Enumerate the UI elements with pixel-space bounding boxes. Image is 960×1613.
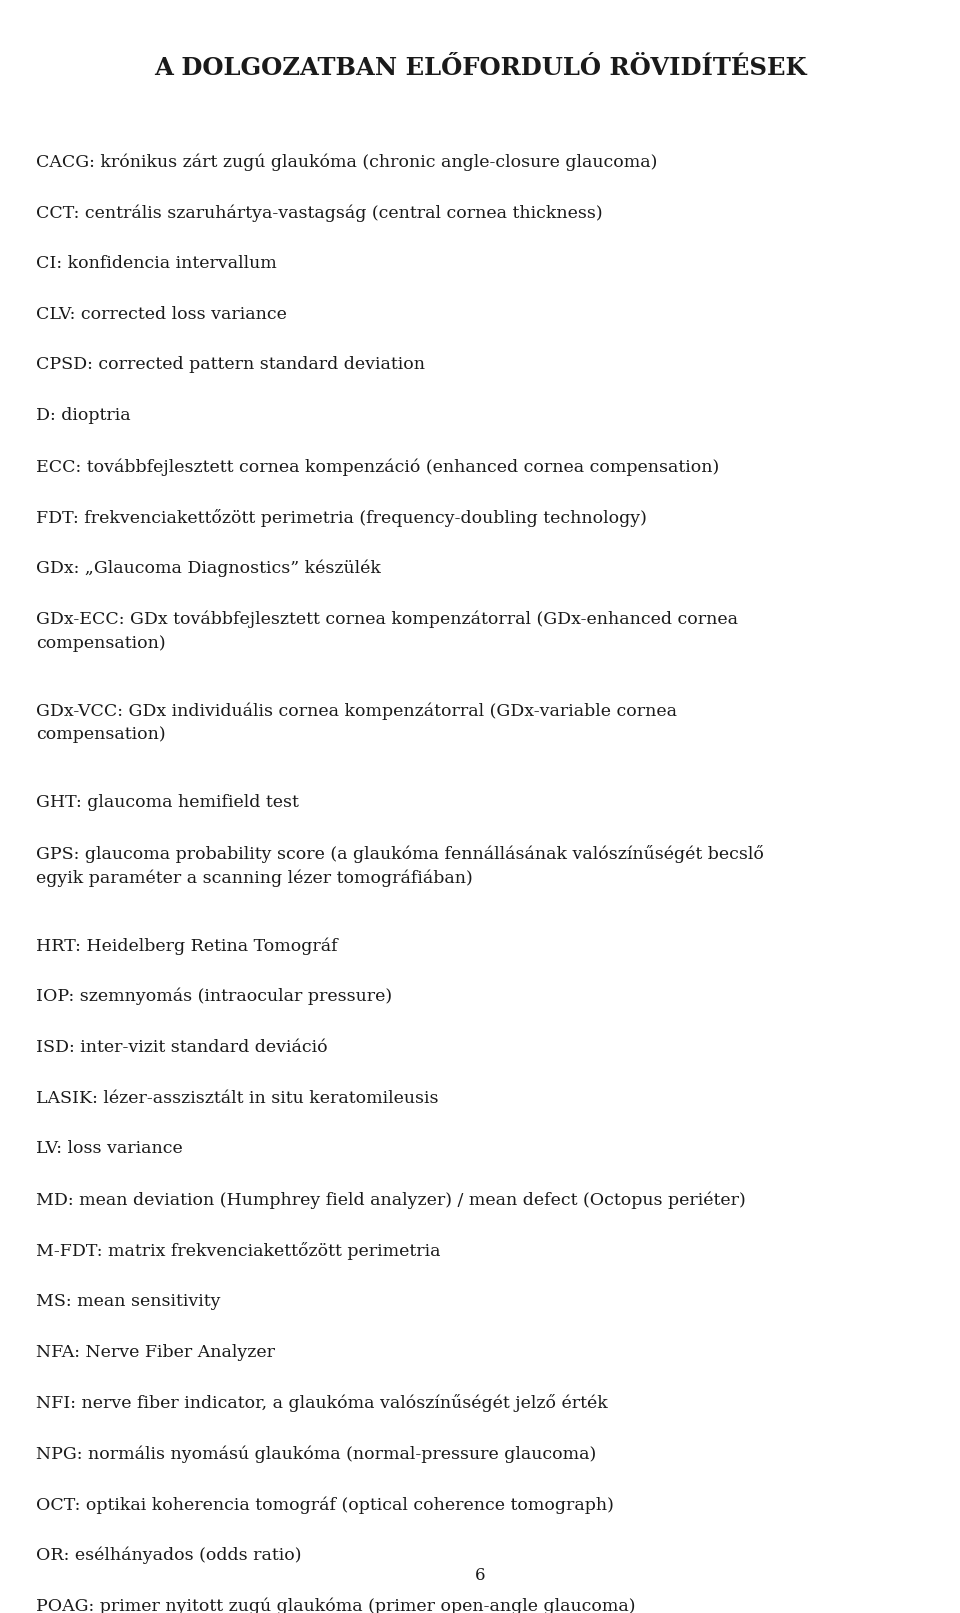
Text: CI: konfidencia intervallum: CI: konfidencia intervallum xyxy=(36,255,277,273)
Text: GDx-VCC: GDx individuális cornea kompenzátorral (GDx-variable cornea
compensatio: GDx-VCC: GDx individuális cornea kompenz… xyxy=(36,702,678,744)
Text: MD: mean deviation (Humphrey field analyzer) / mean defect (Octopus periéter): MD: mean deviation (Humphrey field analy… xyxy=(36,1190,746,1208)
Text: NFA: Nerve Fiber Analyzer: NFA: Nerve Fiber Analyzer xyxy=(36,1344,276,1361)
Text: GDx-ECC: GDx továbbfejlesztett cornea kompenzátorral (GDx-enhanced cornea
compen: GDx-ECC: GDx továbbfejlesztett cornea ko… xyxy=(36,610,738,652)
Text: OCT: optikai koherencia tomográf (optical coherence tomograph): OCT: optikai koherencia tomográf (optica… xyxy=(36,1495,614,1513)
Text: LASIK: lézer-asszisztált in situ keratomileusis: LASIK: lézer-asszisztált in situ keratom… xyxy=(36,1089,439,1107)
Text: D: dioptria: D: dioptria xyxy=(36,406,132,424)
Text: GHT: glaucoma hemifield test: GHT: glaucoma hemifield test xyxy=(36,794,300,811)
Text: A DOLGOZATBAN ELŐFORDULÓ RÖVIDÍTÉSEK: A DOLGOZATBAN ELŐFORDULÓ RÖVIDÍTÉSEK xyxy=(154,56,806,81)
Text: GPS: glaucoma probability score (a glaukóma fennállásának valószínűségét becslő
: GPS: glaucoma probability score (a glauk… xyxy=(36,845,764,887)
Text: CACG: krónikus zárt zugú glaukóma (chronic angle-closure glaucoma): CACG: krónikus zárt zugú glaukóma (chron… xyxy=(36,153,658,171)
Text: GDx: „Glaucoma Diagnostics” készülék: GDx: „Glaucoma Diagnostics” készülék xyxy=(36,560,381,577)
Text: HRT: Heidelberg Retina Tomográf: HRT: Heidelberg Retina Tomográf xyxy=(36,937,338,955)
Text: NFI: nerve fiber indicator, a glaukóma valószínűségét jelző érték: NFI: nerve fiber indicator, a glaukóma v… xyxy=(36,1394,609,1413)
Text: IOP: szemnyomás (intraocular pressure): IOP: szemnyomás (intraocular pressure) xyxy=(36,987,393,1005)
Text: CCT: centrális szaruhártya-vastagság (central cornea thickness): CCT: centrális szaruhártya-vastagság (ce… xyxy=(36,205,603,221)
Text: 6: 6 xyxy=(475,1566,485,1584)
Text: M-FDT: matrix frekvenciakettőzött perimetria: M-FDT: matrix frekvenciakettőzött perime… xyxy=(36,1242,441,1260)
Text: LV: loss variance: LV: loss variance xyxy=(36,1140,183,1158)
Text: MS: mean sensitivity: MS: mean sensitivity xyxy=(36,1292,221,1310)
Text: CLV: corrected loss variance: CLV: corrected loss variance xyxy=(36,306,287,323)
Text: POAG: primer nyitott zugú glaukóma (primer open-angle glaucoma): POAG: primer nyitott zugú glaukóma (prim… xyxy=(36,1597,636,1613)
Text: ISD: inter-vizit standard deviáció: ISD: inter-vizit standard deviáció xyxy=(36,1039,328,1057)
Text: OR: esélhányados (odds ratio): OR: esélhányados (odds ratio) xyxy=(36,1547,302,1565)
Text: NPG: normális nyomású glaukóma (normal-pressure glaucoma): NPG: normális nyomású glaukóma (normal-p… xyxy=(36,1445,597,1463)
Text: ECC: továbbfejlesztett cornea kompenzáció (enhanced cornea compensation): ECC: továbbfejlesztett cornea kompenzáci… xyxy=(36,458,720,476)
Text: CPSD: corrected pattern standard deviation: CPSD: corrected pattern standard deviati… xyxy=(36,356,425,374)
Text: FDT: frekvenciakettőzött perimetria (frequency-doubling technology): FDT: frekvenciakettőzött perimetria (fre… xyxy=(36,508,647,527)
